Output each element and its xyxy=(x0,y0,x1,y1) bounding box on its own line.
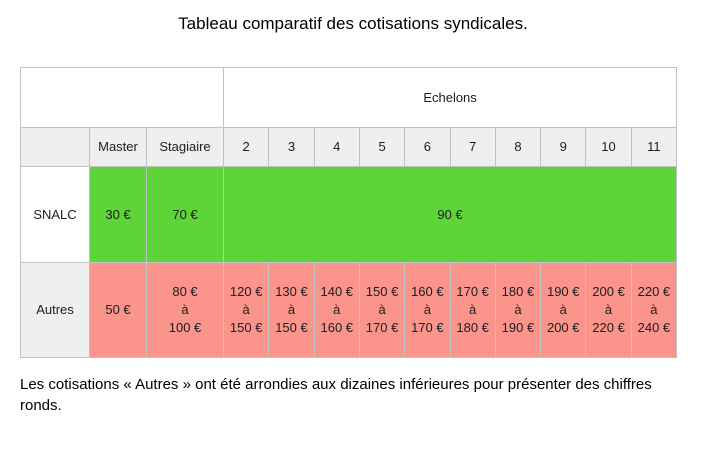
autres-stagiaire-cell: 80 € à 100 € xyxy=(145,262,225,358)
table-container: Echelons Master Stagiaire 2 3 4 5 6 7 8 … xyxy=(19,67,706,358)
col-header-stagiaire: Stagiaire xyxy=(145,127,225,167)
col-header-echelon-9: 9 xyxy=(540,127,587,167)
autres-echelon-6-cell: 160 € à 170 € xyxy=(404,262,451,358)
col-header-echelon-6: 6 xyxy=(404,127,451,167)
autres-echelon-4-cell: 140 € à 160 € xyxy=(313,262,360,358)
autres-echelon-8-cell: 180 € à 190 € xyxy=(494,262,542,358)
footnote-text: Les cotisations « Autres » ont été arron… xyxy=(20,376,652,414)
autres-echelon-9-cell: 190 € à 200 € xyxy=(540,262,587,358)
col-header-echelon-11: 11 xyxy=(630,127,678,167)
col-header-master: Master xyxy=(89,127,147,167)
table-row-echelons-header: Echelons xyxy=(19,67,678,128)
col-header-echelon-8: 8 xyxy=(494,127,542,167)
autres-echelon-10-cell: 200 € à 220 € xyxy=(585,262,632,358)
snalc-master-cell: 30 € xyxy=(89,166,147,263)
page-title: Tableau comparatif des cotisations syndi… xyxy=(178,14,528,33)
autres-echelon-11-cell: 220 € à 240 € xyxy=(630,262,678,358)
col-header-echelon-4: 4 xyxy=(313,127,360,167)
col-header-echelon-5: 5 xyxy=(358,127,406,167)
table-row-autres: Autres 50 € 80 € à 100 € 120 € à 150 € 1… xyxy=(20,262,678,358)
corner-empty-cell xyxy=(19,67,225,128)
row-label-snalc: SNALC xyxy=(20,166,90,263)
cotisations-table: Echelons Master Stagiaire 2 3 4 5 6 7 8 … xyxy=(19,67,678,358)
autres-echelon-7-cell: 170 € à 180 € xyxy=(449,262,496,358)
snalc-all-echelons-cell: 90 € xyxy=(223,166,678,263)
col-header-echelon-10: 10 xyxy=(585,127,632,167)
col-header-echelon-2: 2 xyxy=(223,127,270,167)
table-row-snalc: SNALC 30 € 70 € 90 € xyxy=(20,166,678,263)
row-label-autres: Autres xyxy=(20,262,90,358)
table-row-column-headers: Master Stagiaire 2 3 4 5 6 7 8 9 10 11 xyxy=(20,127,678,167)
autres-master-cell: 50 € xyxy=(89,262,147,358)
echelons-group-header: Echelons xyxy=(223,67,678,128)
autres-echelon-5-cell: 150 € à 170 € xyxy=(358,262,406,358)
col-header-echelon-7: 7 xyxy=(449,127,496,167)
row-label-header-cell xyxy=(20,127,90,167)
autres-echelon-3-cell: 130 € à 150 € xyxy=(268,262,315,358)
col-header-echelon-3: 3 xyxy=(268,127,315,167)
autres-echelon-2-cell: 120 € à 150 € xyxy=(223,262,270,358)
snalc-stagiaire-cell: 70 € xyxy=(145,166,225,263)
